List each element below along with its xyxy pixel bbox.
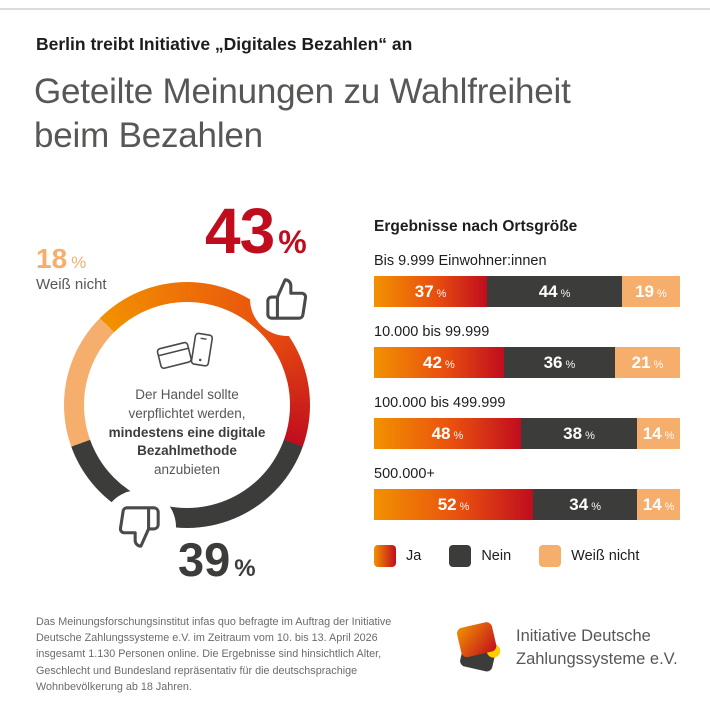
bar-group-label: 100.000 bis 499.999 — [374, 395, 506, 411]
page-title: Geteilte Meinungen zu Wahlfreiheit beim … — [34, 72, 571, 155]
percent-sign: % — [585, 429, 595, 442]
bar-value: 38 — [563, 423, 583, 443]
percent-sign: % — [565, 358, 576, 371]
donut-statement: Der Handel sollte verpflichtet werden, m… — [109, 386, 266, 479]
legend-item-ja: Ja — [374, 545, 421, 567]
kicker: Berlin treibt Initiative „Digitales Beza… — [36, 34, 413, 54]
bar-value: 21 — [631, 352, 651, 372]
bar-segment-weiss-nicht: 21% — [615, 347, 680, 378]
bar-value: 14 — [642, 423, 662, 443]
legend-swatch-nein — [449, 545, 472, 567]
statement-line-bold: mindestens eine digitale — [108, 424, 266, 440]
brand-logo: Initiative Deutsche Zahlungssysteme e.V. — [450, 618, 678, 678]
bar-group: Bis 9.999 Einwohner:innen 37% 44% 19% — [374, 253, 680, 307]
bar-segment-ja: 42% — [374, 347, 504, 378]
legend-swatch-ja — [374, 545, 396, 567]
legend-item-nein: Nein — [449, 545, 511, 567]
bar-value: 34 — [569, 494, 589, 514]
bar-value: 42 — [423, 352, 442, 372]
percent-sign: % — [444, 358, 455, 371]
bar-group-label: 10.000 bis 99.999 — [374, 324, 490, 340]
bar-value: 14 — [642, 494, 662, 514]
stacked-bar: 37% 44% 19% — [374, 276, 680, 307]
top-divider — [0, 8, 710, 10]
statement-line: verpflichtet werden, — [128, 406, 246, 422]
bar-value: 52 — [437, 494, 457, 514]
thumbs-up-icon — [250, 262, 324, 336]
bar-segment-nein: 44% — [487, 276, 622, 307]
percent-sign: % — [453, 429, 464, 442]
methodology-note: Das Meinungsforschungsinstitut infas quo… — [36, 616, 392, 693]
legend-swatch-weiss-nicht — [539, 545, 562, 567]
percent-sign: % — [653, 358, 664, 371]
stacked-bar: 52% 34% 14% — [374, 489, 681, 520]
logo-text: Initiative Deutsche Zahlungssysteme e.V. — [516, 625, 678, 671]
card-and-phone-icon — [156, 333, 214, 370]
bar-segment-weiss-nicht: 14% — [637, 418, 680, 449]
bar-value: 44 — [538, 281, 558, 301]
bar-value: 19 — [635, 281, 654, 301]
value: 43 — [205, 195, 275, 267]
donut-callout-weiss-nicht: 18 % Weiß nicht — [36, 243, 107, 293]
statement-line: Der Handel sollte — [135, 387, 239, 403]
bar-group-label: Bis 9.999 Einwohner:innen — [374, 253, 547, 269]
bar-value: 36 — [543, 352, 563, 372]
percent-sign: % — [664, 500, 675, 513]
percent-sign: % — [560, 287, 571, 300]
percent-sign: % — [664, 429, 675, 442]
bar-segment-ja: 52% — [374, 489, 534, 520]
bar-segment-ja: 37% — [374, 276, 488, 307]
bar-value: 48 — [431, 423, 451, 443]
logo-text-line: Zahlungssysteme e.V. — [516, 650, 678, 668]
donut-center: Der Handel sollte verpflichtet werden, m… — [84, 302, 290, 508]
weiss-nicht-label: Weiß nicht — [36, 276, 107, 293]
logo-text-line: Initiative Deutsche — [516, 627, 651, 646]
bar-group-label: 500.000+ — [374, 466, 435, 482]
weiss-nicht-value: 18 % — [36, 243, 107, 275]
percent-sign: % — [591, 500, 601, 513]
results-title: Ergebnisse nach Ortsgröße — [374, 218, 578, 235]
value: 18 — [36, 243, 68, 274]
bar-segment-weiss-nicht: 14% — [637, 489, 681, 520]
bar-group: 10.000 bis 99.999 42% 36% 21% — [374, 324, 680, 378]
bar-segment-nein: 38% — [520, 418, 638, 449]
bar-segment-nein: 34% — [533, 489, 638, 520]
legend-label: Nein — [481, 548, 512, 564]
statement-line-bold: Bezahlmethode — [137, 443, 237, 459]
percent-sign: % — [436, 287, 447, 300]
percent-sign: % — [71, 253, 87, 272]
stacked-bar: 42% 36% 21% — [374, 347, 680, 378]
thumbs-down-icon — [102, 490, 176, 564]
percent-sign: % — [657, 287, 667, 300]
nein-value: 39 % — [178, 532, 256, 587]
legend: Ja Nein Weiß nicht — [374, 545, 680, 567]
legend-item-weiss-nicht: Weiß nicht — [539, 545, 639, 567]
logo-icon — [457, 622, 501, 672]
ja-value: 43 % — [205, 194, 307, 268]
donut-callout-nein: 39 % — [178, 532, 256, 587]
value: 39 — [178, 533, 231, 586]
bar-group: 100.000 bis 499.999 48% 38% 14% — [374, 395, 680, 449]
legend-label: Ja — [406, 548, 422, 564]
percent-sign: % — [278, 224, 306, 260]
results-by-city-size: Ergebnisse nach Ortsgröße Bis 9.999 Einw… — [374, 218, 681, 567]
bar-group: 500.000+ 52% 34% 14% — [374, 466, 681, 520]
statement-line: anzubieten — [153, 461, 221, 477]
bar-segment-nein: 36% — [503, 347, 616, 378]
donut-callout-ja: 43 % — [205, 194, 307, 268]
bar-segment-ja: 48% — [374, 418, 521, 449]
bar-segment-weiss-nicht: 19% — [621, 276, 680, 307]
bar-value: 37 — [414, 281, 434, 301]
legend-label: Weiß nicht — [571, 548, 640, 564]
stacked-bar: 48% 38% 14% — [374, 418, 680, 449]
percent-sign: % — [234, 555, 256, 582]
percent-sign: % — [459, 500, 470, 513]
